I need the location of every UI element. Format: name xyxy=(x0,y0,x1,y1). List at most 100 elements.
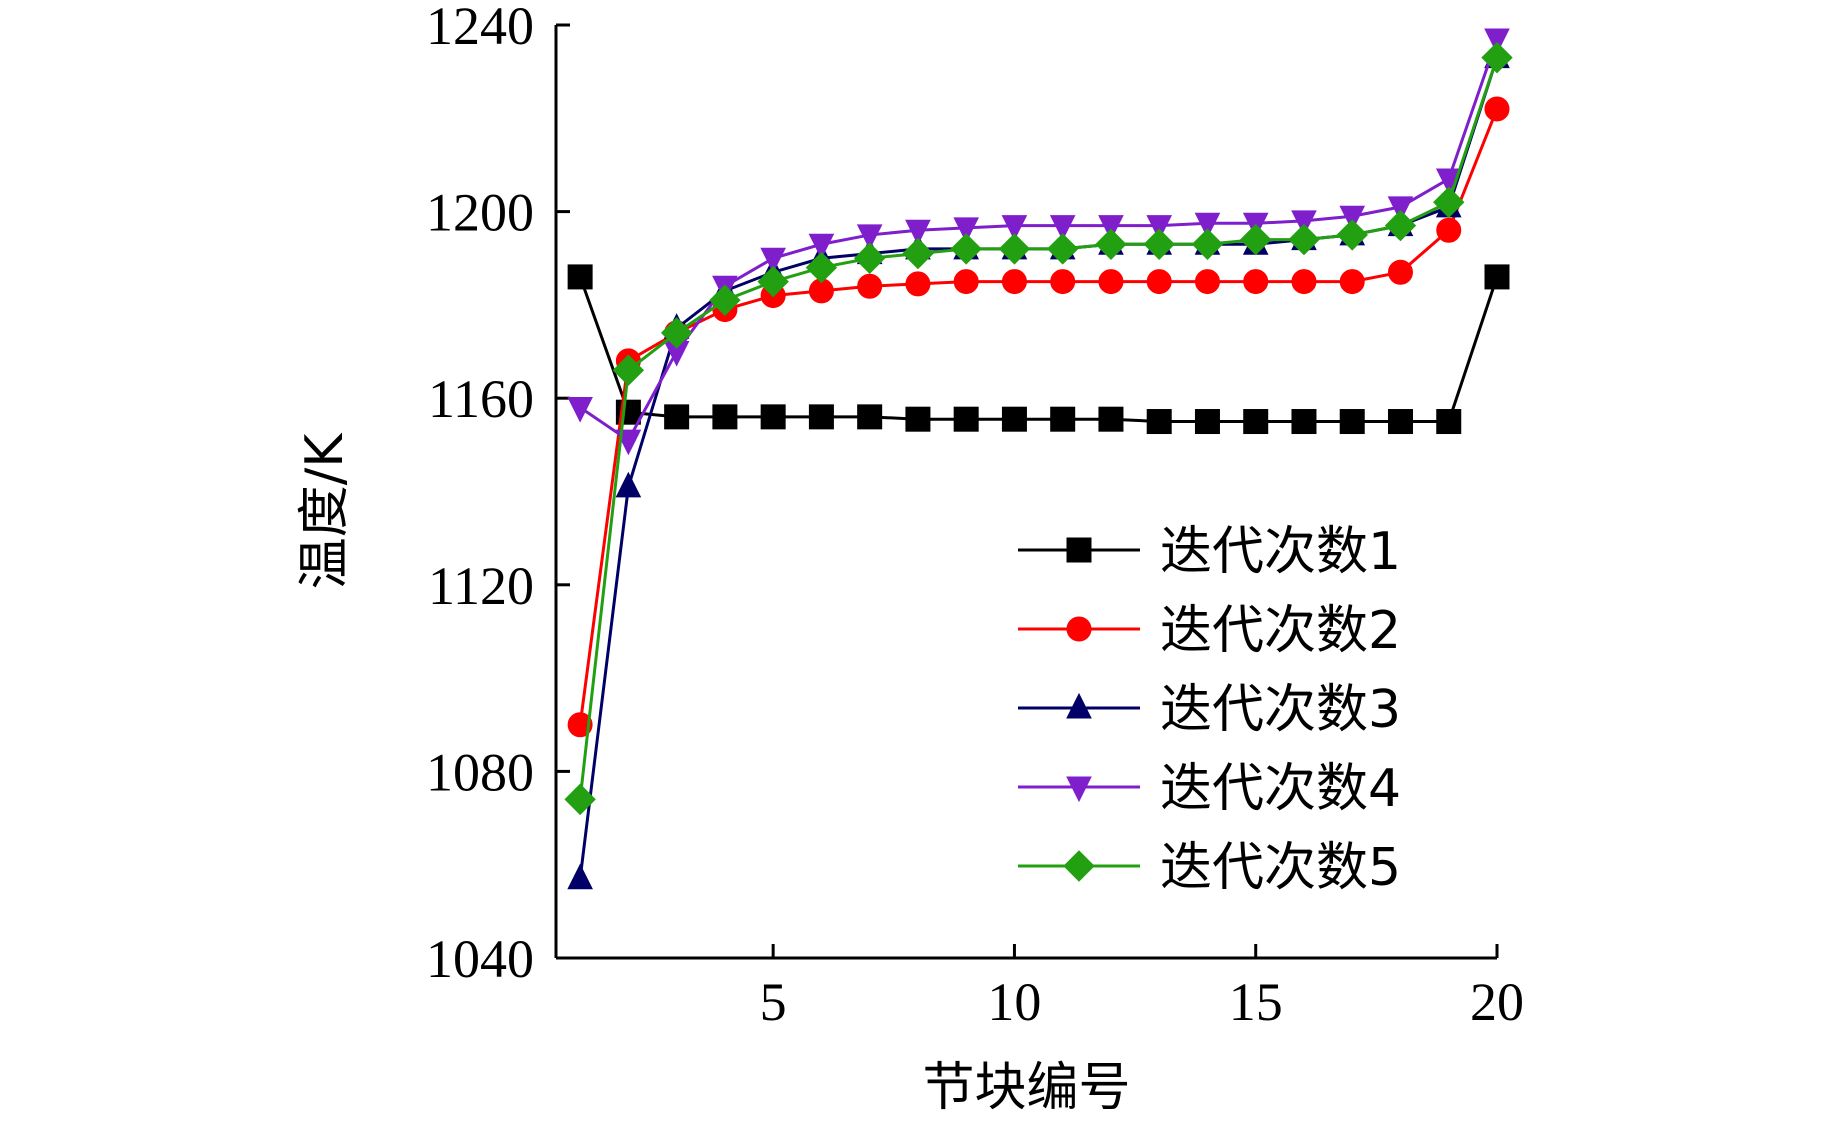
series-1-point xyxy=(905,406,931,432)
legend-label: 迭代次数1 xyxy=(1160,522,1401,582)
series-1-point xyxy=(953,406,979,432)
x-tick-label: 20 xyxy=(1470,972,1524,1032)
series-5-point xyxy=(1095,228,1127,260)
series-1-point xyxy=(664,404,690,430)
series-4-point xyxy=(1387,196,1414,223)
legend-marker xyxy=(1066,776,1092,803)
series-2-point xyxy=(1050,269,1076,295)
series-4-point xyxy=(1146,215,1173,241)
series-3-line xyxy=(578,57,1499,879)
series-5-point xyxy=(1143,228,1175,260)
series-1-point xyxy=(1291,409,1317,435)
series-2-point xyxy=(1146,269,1172,295)
series-3-point xyxy=(615,471,642,498)
axes xyxy=(554,25,1497,960)
series-5-point xyxy=(1240,223,1272,256)
legend-marker xyxy=(1063,850,1095,882)
series-2-point xyxy=(1243,269,1269,295)
series-5-point xyxy=(1384,209,1417,242)
series-2-point xyxy=(1436,217,1462,243)
series-1-point xyxy=(1387,409,1413,435)
series-5-point xyxy=(612,354,645,386)
series-5-point xyxy=(660,317,693,349)
legend-entry: 迭代次数5 xyxy=(1018,838,1401,898)
ticks: 1040 1080 1120 1160 1200 1240 5 10 15 20 xyxy=(426,0,1524,1032)
series-5-point xyxy=(757,265,789,298)
y-axis-title: 温度/K xyxy=(295,432,355,590)
series-4-point xyxy=(1484,28,1510,55)
series-1-point xyxy=(567,264,593,290)
series-1-point xyxy=(1050,406,1076,432)
series-4-point xyxy=(760,247,786,274)
series-5-point xyxy=(1288,223,1320,256)
series-4-point xyxy=(1291,210,1317,237)
series-1-point xyxy=(1484,264,1510,290)
series-1-point xyxy=(1436,409,1462,435)
series-2-point xyxy=(1098,269,1124,295)
series-3-point xyxy=(567,863,593,890)
series-1-point xyxy=(1243,409,1269,435)
y-tick-label: 1040 xyxy=(426,929,534,989)
legend-entry: 迭代次数4 xyxy=(1018,759,1401,819)
series-4-point xyxy=(1001,215,1028,241)
series-5-point xyxy=(950,233,982,265)
series-4-point xyxy=(905,219,931,246)
series-5-point xyxy=(1433,186,1465,218)
x-axis-title: 节块编号 xyxy=(922,1058,1130,1118)
series-1-point xyxy=(1001,406,1027,432)
series-4-point xyxy=(1339,205,1366,232)
series-2-point xyxy=(1194,269,1220,295)
series-5-point xyxy=(1046,233,1079,265)
series-2-point xyxy=(953,269,979,295)
legend-marker xyxy=(1066,537,1092,563)
series-2-point xyxy=(1484,96,1510,122)
series-5 xyxy=(564,41,1513,816)
series-1-point xyxy=(760,404,786,430)
series-4-point xyxy=(567,397,593,423)
y-tick-label: 1240 xyxy=(426,0,534,56)
legend: 迭代次数1 迭代次数2 迭代次数3 迭代次数4 迭代次数5 xyxy=(1018,522,1401,898)
series-4 xyxy=(567,28,1510,456)
series-2-point xyxy=(905,271,931,297)
legend-marker xyxy=(1066,616,1092,642)
series-5-point xyxy=(805,251,838,284)
x-tick-label: 15 xyxy=(1229,972,1283,1032)
series-1-point xyxy=(1194,409,1220,435)
series-4-point xyxy=(808,233,835,260)
series-1 xyxy=(567,264,1510,435)
x-tick-label: 5 xyxy=(760,972,787,1032)
y-tick-label: 1200 xyxy=(426,183,534,243)
series-2-point xyxy=(567,712,593,738)
series-5-point xyxy=(709,284,741,316)
y-tick-label: 1160 xyxy=(428,369,534,429)
y-tick-label: 1080 xyxy=(426,742,534,802)
series-2-point xyxy=(1001,269,1027,295)
series-1-point xyxy=(808,404,834,430)
series-layer xyxy=(564,28,1513,890)
legend-entry: 迭代次数2 xyxy=(1018,601,1401,661)
series-5-point xyxy=(853,242,886,274)
series-2-point xyxy=(857,273,883,299)
series-1-point xyxy=(1339,409,1365,435)
series-1-point xyxy=(712,404,738,430)
series-2-point xyxy=(1339,269,1365,295)
legend-label: 迭代次数3 xyxy=(1160,680,1401,740)
series-1-point xyxy=(857,404,883,430)
legend-entry: 迭代次数3 xyxy=(1018,680,1401,740)
series-2-point xyxy=(1291,269,1317,295)
series-5-point xyxy=(998,233,1031,265)
series-5-point xyxy=(564,783,596,816)
legend-entry: 迭代次数1 xyxy=(1018,522,1401,582)
series-4-point xyxy=(1194,212,1221,239)
series-5-point xyxy=(1481,41,1513,74)
legend-marker xyxy=(1066,692,1092,719)
series-1-point xyxy=(1098,406,1124,432)
legend-label: 迭代次数5 xyxy=(1160,838,1401,898)
legend-label: 迭代次数2 xyxy=(1160,601,1401,661)
series-5-point xyxy=(902,237,934,270)
legend-label: 迭代次数4 xyxy=(1160,759,1401,819)
series-4-point xyxy=(856,224,883,251)
series-4-point xyxy=(953,217,979,244)
series-4-point xyxy=(1049,215,1076,241)
